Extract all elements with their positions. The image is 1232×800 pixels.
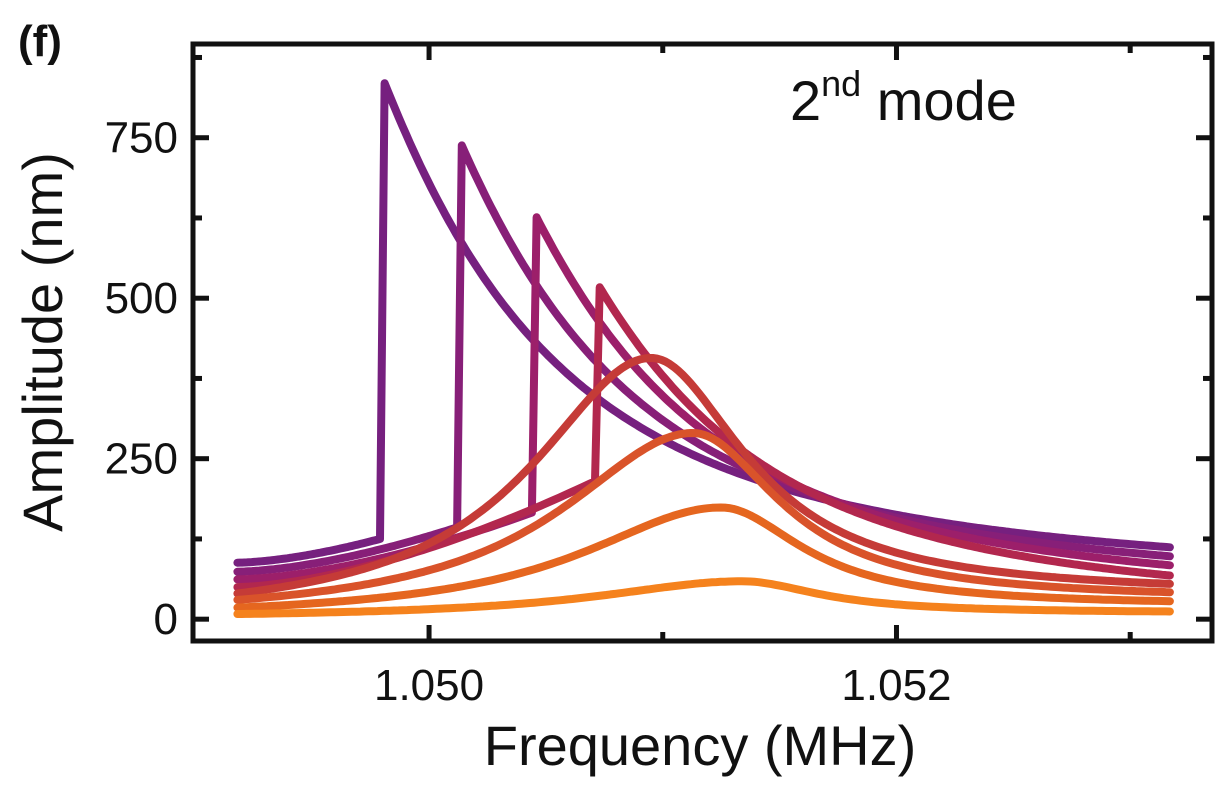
series-line-drive-8 bbox=[233, 577, 1174, 618]
mode-annotation: 2nd mode bbox=[790, 63, 1017, 132]
annotation-superscript: nd bbox=[821, 63, 861, 104]
x-axis-label: Frequency (MHz) bbox=[484, 714, 917, 777]
annotation-base: 2 bbox=[790, 69, 821, 132]
axes-layer: 1.050 1.052 0 250 500 750 bbox=[105, 41, 1215, 710]
annotation-rest: mode bbox=[861, 69, 1017, 132]
series-line-drive-4 bbox=[233, 283, 1174, 592]
y-axis-label: Amplitude (nm) bbox=[11, 152, 74, 532]
series-line-drive-6 bbox=[233, 429, 1174, 604]
series-line-drive-7 bbox=[233, 503, 1174, 612]
y-tick-label: 0 bbox=[154, 595, 178, 644]
x-tick-label: 1.050 bbox=[374, 661, 484, 710]
series-line-drive-5 bbox=[233, 354, 1174, 598]
panel-label: (f) bbox=[18, 17, 62, 66]
plot-frame bbox=[190, 41, 1215, 644]
series-line-drive-2 bbox=[233, 141, 1174, 576]
y-tick-label: 750 bbox=[105, 114, 178, 163]
x-tick-label: 1.052 bbox=[841, 661, 951, 710]
series-layer bbox=[233, 79, 1174, 618]
series-line-drive-1 bbox=[233, 79, 1174, 567]
y-tick-label: 250 bbox=[105, 435, 178, 484]
y-tick-label: 500 bbox=[105, 274, 178, 323]
